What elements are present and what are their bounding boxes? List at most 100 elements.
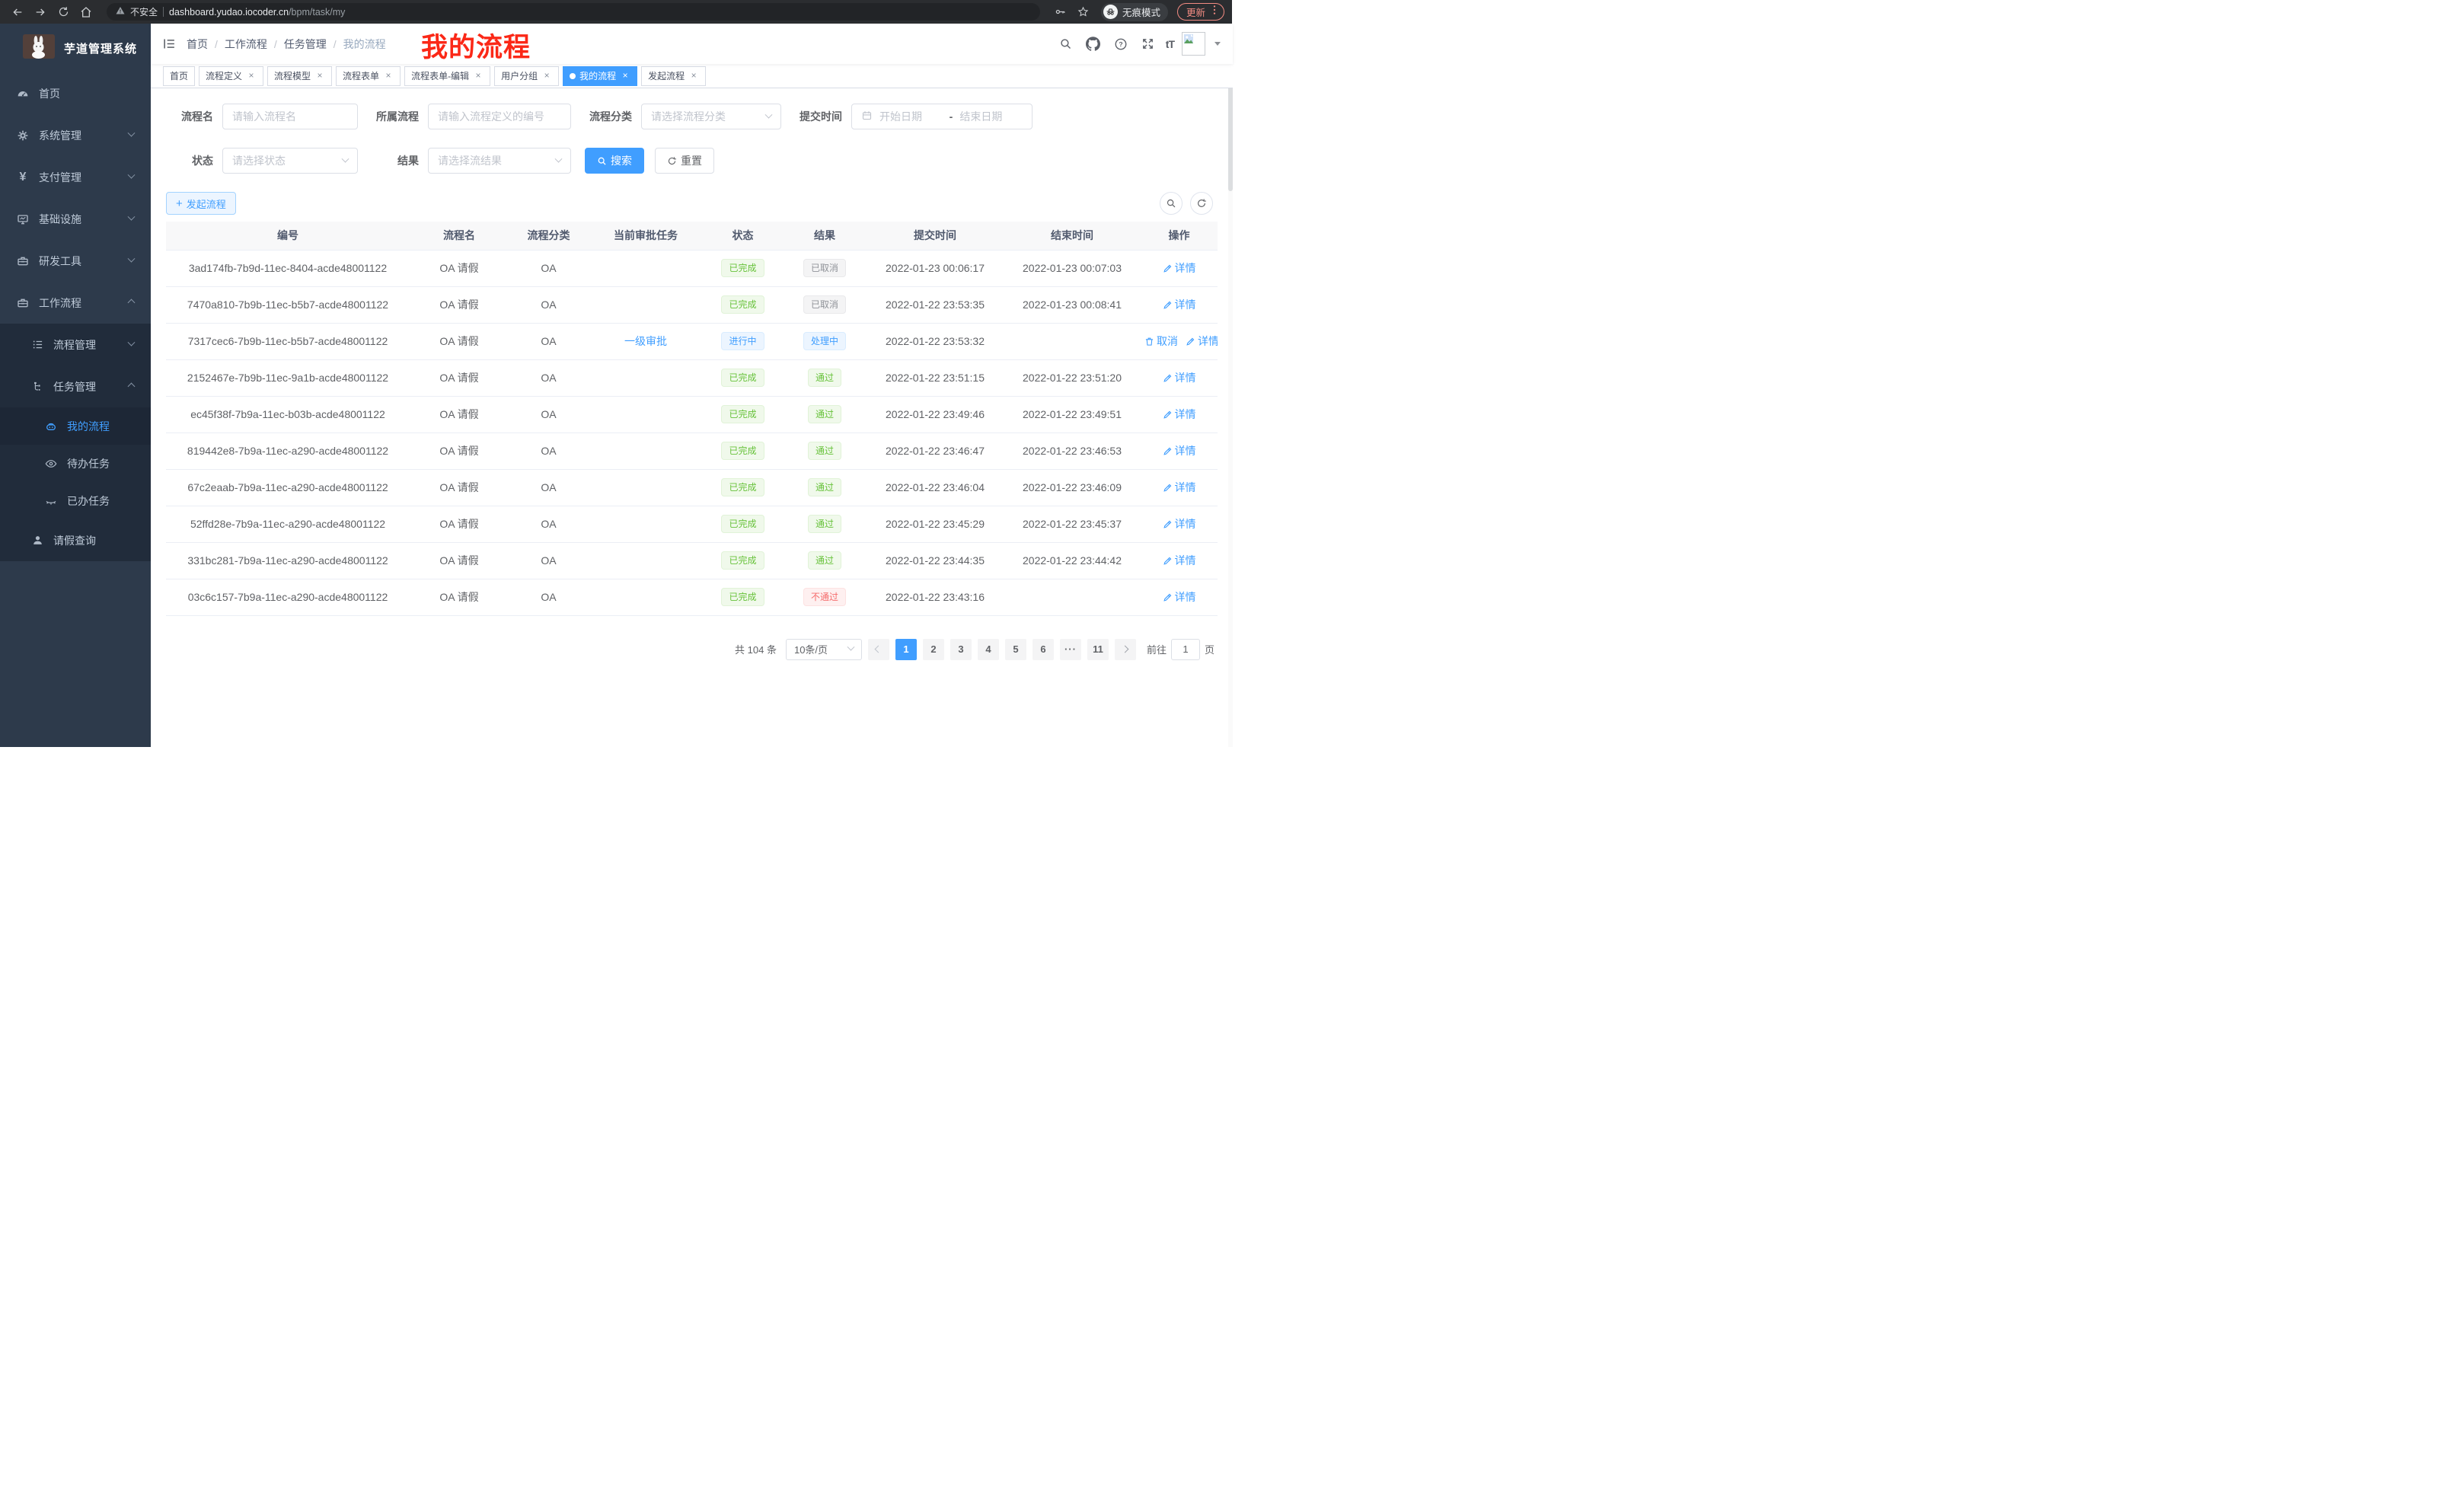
pagination-page[interactable]: 1 xyxy=(895,638,917,660)
sidebar-item-my-process[interactable]: 我的流程 xyxy=(0,407,151,445)
detail-action[interactable]: 详情 xyxy=(1163,480,1196,495)
status-select[interactable]: 请选择状态 xyxy=(222,148,358,174)
close-icon[interactable]: × xyxy=(317,69,323,81)
pagination-page[interactable]: 4 xyxy=(977,638,999,660)
table-row: 331bc281-7b9a-11ec-a290-acde48001122 OA 请… xyxy=(166,542,1218,579)
toggle-search-icon[interactable] xyxy=(1160,192,1183,215)
close-icon[interactable]: × xyxy=(385,69,391,81)
url-bar[interactable]: 不安全 dashboard.yudao.iocoder.cn/bpm/task/… xyxy=(107,3,1040,21)
font-size-icon[interactable]: tT xyxy=(1165,37,1175,50)
cell-category: OA xyxy=(509,506,589,543)
process-category-select[interactable]: 请选择流程分类 xyxy=(641,104,781,129)
tab-process-model[interactable]: 流程模型 × xyxy=(267,65,333,86)
incognito-label: 无痕模式 xyxy=(1122,8,1160,18)
status-badge: 已完成 xyxy=(721,442,764,460)
key-icon[interactable] xyxy=(1051,2,1071,22)
reset-button[interactable]: 重置 xyxy=(655,148,714,174)
tab-process-form-edit[interactable]: 流程表单-编辑 × xyxy=(404,65,491,86)
tab-user-group[interactable]: 用户分组 × xyxy=(494,65,560,86)
sidebar-item-leave-query[interactable]: 请假查询 xyxy=(0,519,151,561)
sidebar-item-system[interactable]: 系统管理 xyxy=(0,114,151,156)
process-name-input[interactable] xyxy=(222,104,358,129)
col-submit-time: 提交时间 xyxy=(867,222,1004,251)
process-definition-input[interactable] xyxy=(428,104,571,129)
chevron-down-icon[interactable] xyxy=(1214,42,1221,46)
home-icon[interactable] xyxy=(76,2,96,22)
sidebar-item-infra[interactable]: 基础设施 xyxy=(0,198,151,240)
chevron-down-icon xyxy=(127,171,136,179)
bookmark-star-icon[interactable] xyxy=(1074,2,1093,22)
close-icon[interactable]: × xyxy=(544,69,550,81)
pagination-page[interactable]: 6 xyxy=(1032,638,1054,660)
detail-action[interactable]: 详情 xyxy=(1163,260,1196,276)
cell-category: OA xyxy=(509,286,589,324)
github-icon[interactable] xyxy=(1084,34,1103,54)
cell-submit-time: 2022-01-22 23:44:35 xyxy=(867,542,1004,579)
tab-my-process[interactable]: 我的流程 × xyxy=(563,65,638,86)
result-select[interactable]: 请选择流结果 xyxy=(428,148,571,174)
cell-result: 通过 xyxy=(783,359,867,397)
close-icon[interactable]: × xyxy=(248,69,254,81)
next-page-button[interactable] xyxy=(1114,638,1136,660)
cell-process-id: 52ffd28e-7b9a-11ec-a290-acde48001122 xyxy=(166,506,410,543)
sidebar-item-payment[interactable]: ¥ 支付管理 xyxy=(0,156,151,198)
tab-home[interactable]: 首页 xyxy=(163,65,196,86)
tab-process-definition[interactable]: 流程定义 × xyxy=(199,65,264,86)
close-icon[interactable]: × xyxy=(475,69,481,81)
detail-action[interactable]: 详情 xyxy=(1163,589,1196,605)
close-icon[interactable]: × xyxy=(622,69,628,81)
reload-icon[interactable] xyxy=(53,2,73,22)
cell-current-task xyxy=(589,469,703,506)
sidebar-item-done-tasks[interactable]: 已办任务 xyxy=(0,482,151,519)
pagination-page[interactable]: ··· xyxy=(1059,638,1081,660)
back-icon[interactable] xyxy=(8,2,27,22)
current-task-link[interactable]: 一级审批 xyxy=(624,335,667,347)
sidebar-item-task-mgmt[interactable]: 任务管理 xyxy=(0,366,151,407)
chevron-down-icon xyxy=(127,212,136,221)
pagination-page[interactable]: 5 xyxy=(1004,638,1026,660)
page-size-select[interactable]: 10条/页 xyxy=(785,638,862,660)
start-process-button[interactable]: + 发起流程 xyxy=(166,192,236,215)
avatar[interactable] xyxy=(1182,32,1205,56)
tab-start-process[interactable]: 发起流程 × xyxy=(641,65,707,86)
cell-category: OA xyxy=(509,469,589,506)
app-logo[interactable]: 芋道管理系统 xyxy=(0,24,151,72)
detail-action[interactable]: 详情 xyxy=(1163,370,1196,385)
detail-action[interactable]: 详情 xyxy=(1163,443,1196,458)
detail-action[interactable]: 详情 xyxy=(1163,553,1196,568)
hamburger-icon[interactable] xyxy=(163,37,176,50)
sidebar-item-home[interactable]: 首页 xyxy=(0,72,151,114)
breadcrumb-home[interactable]: 首页 xyxy=(187,37,208,50)
tab-process-form[interactable]: 流程表单 × xyxy=(336,65,401,86)
sidebar-item-devtools[interactable]: 研发工具 xyxy=(0,240,151,282)
date-range-picker[interactable]: 开始日期 - 结束日期 xyxy=(851,104,1033,129)
pagination-page[interactable]: 3 xyxy=(950,638,972,660)
refresh-icon[interactable] xyxy=(1190,192,1213,215)
detail-action[interactable]: 详情 xyxy=(1163,407,1196,422)
detail-action[interactable]: 详情 xyxy=(1186,334,1218,349)
prev-page-button[interactable] xyxy=(867,638,889,660)
fullscreen-icon[interactable] xyxy=(1138,34,1158,54)
forward-icon[interactable] xyxy=(30,2,50,22)
sidebar-item-process-mgmt[interactable]: 流程管理 xyxy=(0,324,151,366)
pagination-page[interactable]: 11 xyxy=(1087,638,1109,660)
browser-menu-icon[interactable] xyxy=(1208,4,1221,20)
filter-status: 状态 请选择状态 xyxy=(166,148,358,174)
search-icon[interactable] xyxy=(1056,34,1076,54)
detail-action[interactable]: 详情 xyxy=(1163,516,1196,532)
breadcrumb-task-mgmt[interactable]: 任务管理 xyxy=(283,37,327,50)
sidebar-item-todo-tasks[interactable]: 待办任务 xyxy=(0,445,151,482)
close-icon[interactable]: × xyxy=(691,69,697,81)
detail-action[interactable]: 详情 xyxy=(1163,297,1196,312)
col-result: 结果 xyxy=(783,222,867,251)
cancel-action[interactable]: 取消 xyxy=(1144,334,1178,349)
cell-process-id: 3ad174fb-7b9d-11ec-8404-acde48001122 xyxy=(166,250,410,287)
update-button[interactable]: 更新 xyxy=(1176,3,1224,21)
pagination-page[interactable]: 2 xyxy=(922,638,944,660)
help-icon[interactable]: ? xyxy=(1111,34,1131,54)
sidebar-item-workflow[interactable]: 工作流程 xyxy=(0,282,151,324)
search-button[interactable]: 搜索 xyxy=(585,148,644,174)
page-jump-input[interactable] xyxy=(1170,638,1200,660)
scrollbar[interactable] xyxy=(1228,24,1233,747)
breadcrumb-workflow[interactable]: 工作流程 xyxy=(224,37,267,50)
